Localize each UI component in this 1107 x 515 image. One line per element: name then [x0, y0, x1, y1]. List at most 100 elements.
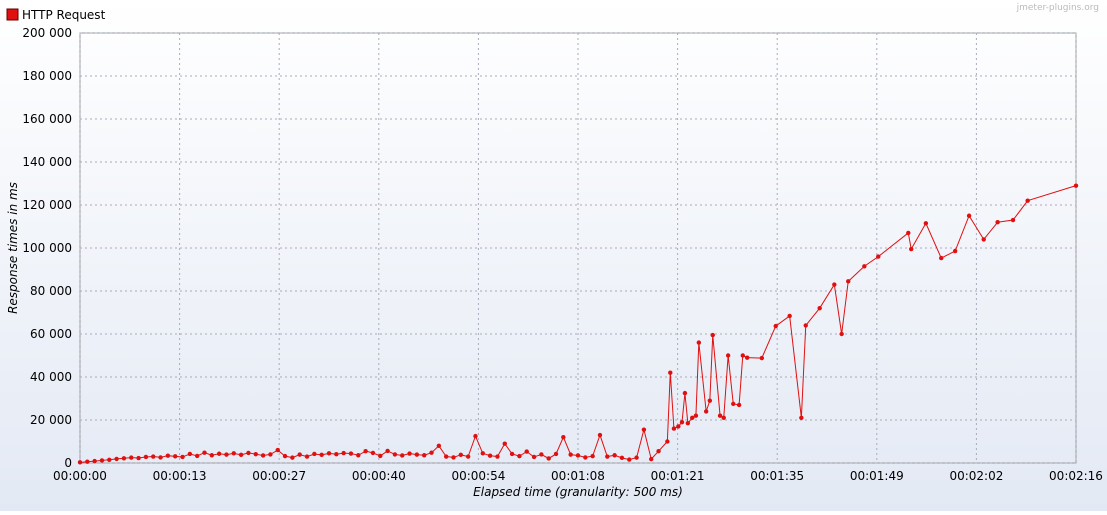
data-point: [231, 451, 236, 456]
data-point: [458, 452, 464, 458]
data-point: [348, 451, 354, 456]
data-point: [682, 390, 688, 396]
x-tick-label: 00:00:00: [53, 469, 107, 483]
data-point: [480, 451, 485, 456]
data-point: [429, 450, 434, 455]
y-axis-label: Response times in ms: [6, 182, 20, 314]
x-tick-label: 00:01:21: [651, 469, 705, 483]
y-tick-label: 160 000: [22, 112, 72, 126]
data-point: [725, 353, 731, 358]
data-point: [561, 435, 566, 440]
data-point: [685, 421, 691, 426]
data-point: [282, 453, 288, 459]
data-point: [487, 453, 493, 458]
data-point: [575, 453, 581, 458]
x-tick-label: 00:01:49: [850, 469, 904, 483]
y-tick-label: 100 000: [22, 241, 72, 255]
legend-swatch: [6, 8, 19, 21]
data-point: [312, 451, 317, 457]
data-point: [710, 332, 715, 338]
data-point: [736, 402, 742, 408]
data-point: [173, 454, 178, 459]
data-point: [165, 453, 171, 458]
data-point: [759, 355, 765, 361]
data-point: [995, 220, 1000, 225]
data-point: [400, 453, 405, 458]
data-point: [590, 453, 595, 459]
data-point: [1025, 198, 1030, 203]
data-point: [451, 455, 456, 460]
data-point: [568, 452, 573, 457]
data-point: [690, 415, 695, 421]
data-point: [665, 439, 670, 444]
data-point: [531, 454, 537, 460]
data-point: [92, 458, 97, 464]
data-point: [194, 453, 200, 459]
y-tick-label: 180 000: [22, 69, 72, 83]
data-point: [731, 401, 736, 407]
data-point: [275, 447, 280, 453]
data-point: [465, 454, 471, 459]
data-point: [649, 456, 654, 462]
data-point: [151, 454, 156, 459]
data-point: [981, 237, 986, 242]
data-point: [136, 455, 141, 461]
data-point: [180, 454, 185, 460]
data-point: [378, 453, 383, 459]
data-point: [721, 415, 726, 421]
data-point: [224, 452, 229, 457]
data-point: [129, 455, 134, 460]
data-point: [627, 457, 632, 462]
data-point: [99, 458, 105, 463]
y-tick-label: 40 000: [30, 370, 72, 384]
data-point: [839, 331, 844, 337]
data-point: [707, 398, 713, 403]
data-point: [524, 449, 529, 454]
data-point: [612, 453, 617, 458]
data-point: [703, 409, 709, 414]
data-point: [717, 413, 723, 418]
x-tick-label: 00:01:08: [551, 469, 605, 483]
x-tick-label: 00:00:13: [153, 469, 207, 483]
y-tick-label: 120 000: [22, 198, 72, 212]
data-point: [121, 456, 127, 461]
data-point: [966, 213, 972, 218]
data-point: [334, 451, 339, 457]
x-tick-label: 00:01:35: [750, 469, 804, 483]
data-point: [906, 230, 911, 236]
y-tick-label: 80 000: [30, 284, 72, 298]
watermark: jmeter-plugins.org: [1016, 3, 1099, 13]
legend-label: HTTP Request: [22, 8, 106, 22]
data-point: [803, 323, 808, 328]
data-point: [832, 282, 837, 287]
data-point: [634, 455, 639, 460]
data-point: [952, 248, 958, 254]
data-point: [509, 451, 515, 457]
data-point: [668, 370, 673, 375]
data-point: [799, 415, 804, 421]
data-point: [107, 457, 112, 462]
data-point: [341, 450, 346, 456]
x-tick-label: 00:02:02: [949, 469, 1003, 483]
data-point: [846, 279, 851, 284]
data-point: [385, 448, 390, 454]
y-tick-label: 20 000: [30, 413, 72, 427]
data-point: [495, 454, 500, 459]
data-point: [363, 448, 368, 454]
data-point: [114, 456, 119, 462]
data-point: [370, 450, 376, 456]
data-point: [422, 453, 427, 458]
data-point: [679, 419, 685, 425]
data-point: [671, 426, 677, 431]
data-point: [187, 451, 193, 457]
data-point: [202, 450, 207, 455]
data-point: [407, 451, 412, 456]
data-point: [209, 453, 215, 458]
x-tick-label: 00:00:27: [252, 469, 306, 483]
data-point: [77, 460, 83, 465]
data-point: [744, 355, 750, 360]
data-point: [268, 452, 273, 457]
data-point: [253, 451, 258, 457]
